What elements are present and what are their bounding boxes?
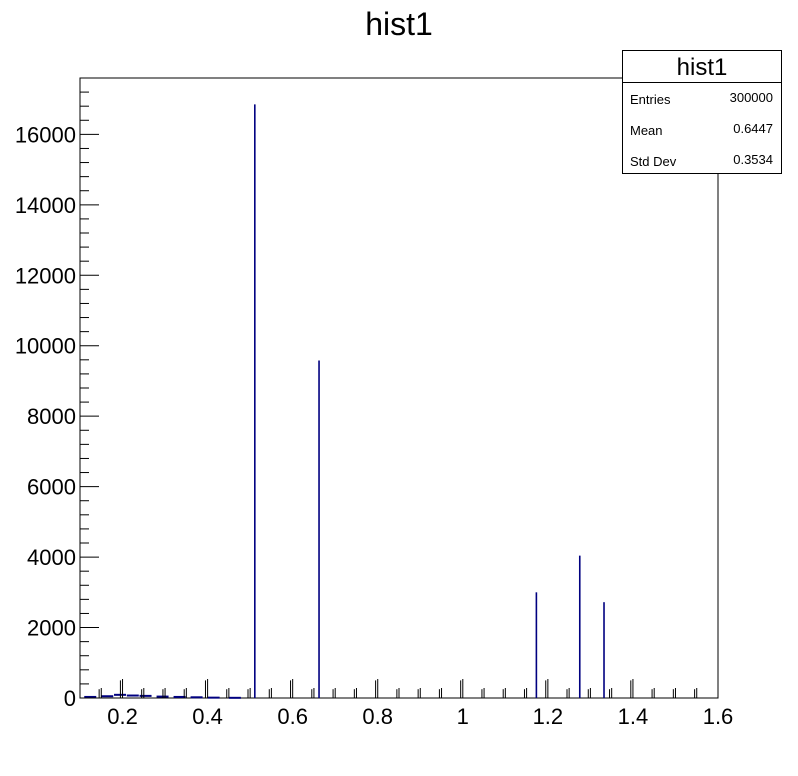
y-tick-label-8: 16000 bbox=[15, 122, 76, 147]
y-tick-label-1: 2000 bbox=[27, 616, 76, 641]
x-tick-label-7: 1.6 bbox=[703, 704, 734, 729]
x-axis: 0.2 0.4 0.6 0.8 1 1.2 1.4 1.6 bbox=[100, 679, 734, 729]
x-tick-label-6: 1.4 bbox=[618, 704, 649, 729]
histogram-bars bbox=[84, 104, 696, 699]
chart-title: hist1 bbox=[365, 6, 433, 42]
stats-stddev-label: Std Dev bbox=[630, 154, 677, 169]
x-tick-label-3: 0.8 bbox=[362, 704, 393, 729]
x-tick-label-1: 0.4 bbox=[192, 704, 223, 729]
y-tick-label-6: 12000 bbox=[15, 263, 76, 288]
y-tick-label-0: 0 bbox=[64, 686, 76, 711]
x-tick-label-4: 1 bbox=[457, 704, 469, 729]
y-tick-label-5: 10000 bbox=[15, 334, 76, 359]
x-tick-label-2: 0.6 bbox=[277, 704, 308, 729]
stats-mean-label: Mean bbox=[630, 123, 663, 138]
stats-stddev-value: 0.3534 bbox=[733, 152, 773, 167]
stats-row-entries: Entries 300000 bbox=[623, 83, 781, 114]
y-tick-label-7: 14000 bbox=[15, 193, 76, 218]
y-tick-label-2: 4000 bbox=[27, 545, 76, 570]
y-tick-label-4: 8000 bbox=[27, 404, 76, 429]
stats-title: hist1 bbox=[623, 51, 781, 83]
stats-mean-value: 0.6447 bbox=[733, 121, 773, 136]
stats-row-stddev: Std Dev 0.3534 bbox=[623, 145, 781, 176]
y-tick-label-3: 6000 bbox=[27, 475, 76, 500]
stats-entries-value: 300000 bbox=[729, 90, 773, 105]
stats-row-mean: Mean 0.6447 bbox=[623, 114, 781, 145]
x-tick-label-5: 1.2 bbox=[533, 704, 564, 729]
x-tick-label-0: 0.2 bbox=[107, 704, 138, 729]
stats-box: hist1 Entries 300000 Mean 0.6447 Std Dev… bbox=[622, 50, 782, 174]
stats-entries-label: Entries bbox=[630, 92, 671, 107]
y-axis: 0 2000 4000 6000 8000 10000 12000 14000 16000 bbox=[15, 91, 99, 711]
